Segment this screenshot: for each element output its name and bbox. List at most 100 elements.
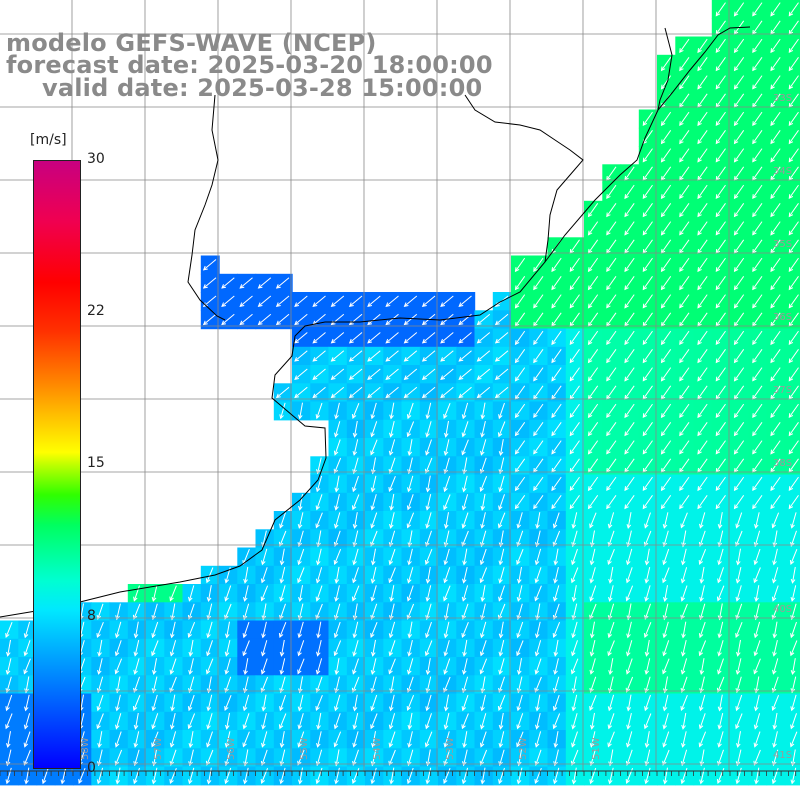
wind-arrow: [624, 349, 635, 364]
wind-arrow: [23, 640, 31, 657]
wind-arrow: [498, 402, 505, 420]
wind-arrow: [551, 403, 562, 419]
wind-arrow: [370, 676, 377, 694]
wind-arrow: [243, 566, 249, 584]
wind-arrow: [533, 330, 544, 346]
wind-arrow: [624, 184, 635, 200]
wind-speed-cell: [784, 492, 800, 512]
wind-arrow: [312, 295, 326, 307]
wind-arrow: [679, 276, 690, 291]
wind-arrow: [370, 749, 377, 767]
wind-arrow: [494, 332, 509, 344]
wind-arrow: [114, 749, 123, 766]
wind-speed-cell: [675, 200, 695, 220]
wind-arrow: [348, 332, 363, 344]
wind-arrow: [206, 731, 213, 748]
wind-arrow: [385, 313, 399, 326]
wind-arrow: [5, 658, 12, 675]
wind-arrow: [206, 640, 213, 657]
wind-arrow: [352, 512, 358, 530]
wind-arrow: [606, 203, 617, 218]
wind-speed-cell: [547, 419, 567, 439]
wind-speed-cell: [419, 346, 439, 366]
wind-speed-cell: [748, 54, 768, 74]
wind-speed-cell: [675, 346, 695, 366]
wind-arrow: [625, 749, 633, 766]
wind-arrow: [624, 440, 635, 455]
wind-arrow: [406, 695, 415, 711]
wind-arrow: [569, 422, 580, 437]
wind-arrow: [407, 475, 414, 493]
wind-speed-cell: [565, 273, 585, 293]
wind-arrow: [790, 658, 796, 676]
wind-arrow: [590, 712, 595, 730]
wind-arrow: [315, 695, 323, 711]
wind-arrow: [261, 731, 268, 748]
wind-arrow: [608, 767, 614, 785]
wind-arrow: [476, 332, 491, 344]
wind-arrow: [736, 548, 741, 566]
wind-arrow: [772, 530, 778, 548]
wind-speed-cell: [730, 200, 749, 220]
wind-arrow: [625, 585, 634, 602]
wind-arrow: [608, 585, 614, 602]
wind-arrow: [717, 512, 723, 530]
wind-arrow: [626, 731, 633, 748]
wind-arrow: [242, 694, 250, 712]
wind-arrow: [552, 694, 560, 712]
wind-arrow: [421, 386, 436, 399]
wind-arrow: [660, 257, 672, 273]
wind-speed-cell: [784, 474, 800, 494]
wind-speed-cell: [602, 200, 622, 220]
wind-speed-cell: [310, 346, 330, 366]
wind-arrow: [790, 694, 797, 712]
wind-arrow: [440, 386, 454, 399]
wind-arrow: [753, 567, 761, 584]
wind-arrow: [571, 621, 578, 639]
wind-arrow: [443, 640, 450, 657]
wind-arrow: [443, 585, 451, 602]
wind-arrow: [790, 603, 797, 621]
wind-speed-cell: [602, 346, 622, 366]
wind-arrow: [23, 731, 31, 748]
wind-speed-cell: [784, 657, 800, 676]
wind-arrow: [770, 403, 781, 419]
wind-arrow: [679, 257, 690, 273]
wind-arrow: [187, 694, 195, 712]
wind-arrow: [261, 640, 268, 657]
latitude-label: 41S: [773, 750, 792, 761]
wind-speed-cell: [675, 273, 695, 293]
wind-arrow: [606, 440, 617, 455]
wind-arrow: [625, 567, 633, 584]
wind-arrow: [96, 622, 104, 638]
wind-arrow: [642, 440, 653, 455]
wind-arrow: [425, 421, 432, 438]
wind-arrow: [644, 676, 651, 694]
wind-speed-cell: [200, 273, 220, 293]
wind-arrow: [188, 767, 195, 785]
wind-arrow: [752, 75, 763, 90]
wind-arrow: [425, 767, 432, 785]
wind-arrow: [606, 476, 617, 492]
wind-arrow: [770, 148, 781, 163]
wind-arrow: [498, 494, 505, 511]
wind-arrow: [425, 512, 432, 529]
wind-arrow: [571, 713, 578, 730]
wind-speed-cell: [693, 200, 713, 220]
wind-arrow: [333, 439, 341, 456]
wind-arrow: [330, 295, 345, 307]
wind-arrow: [697, 184, 708, 200]
wind-arrow: [388, 731, 396, 748]
wind-arrow: [187, 603, 195, 620]
wind-speed-cell: [784, 675, 800, 695]
wind-arrow: [788, 476, 799, 492]
wind-arrow: [771, 512, 780, 529]
wind-arrow: [476, 313, 491, 326]
wind-arrow: [425, 694, 432, 712]
model-title: modelo GEFS-WAVE (NCEP): [6, 29, 377, 57]
wind-arrow: [461, 713, 469, 730]
wind-arrow: [388, 749, 396, 766]
wind-speed-cell: [784, 419, 800, 439]
wind-arrow: [242, 640, 250, 657]
wind-arrow: [224, 585, 232, 602]
